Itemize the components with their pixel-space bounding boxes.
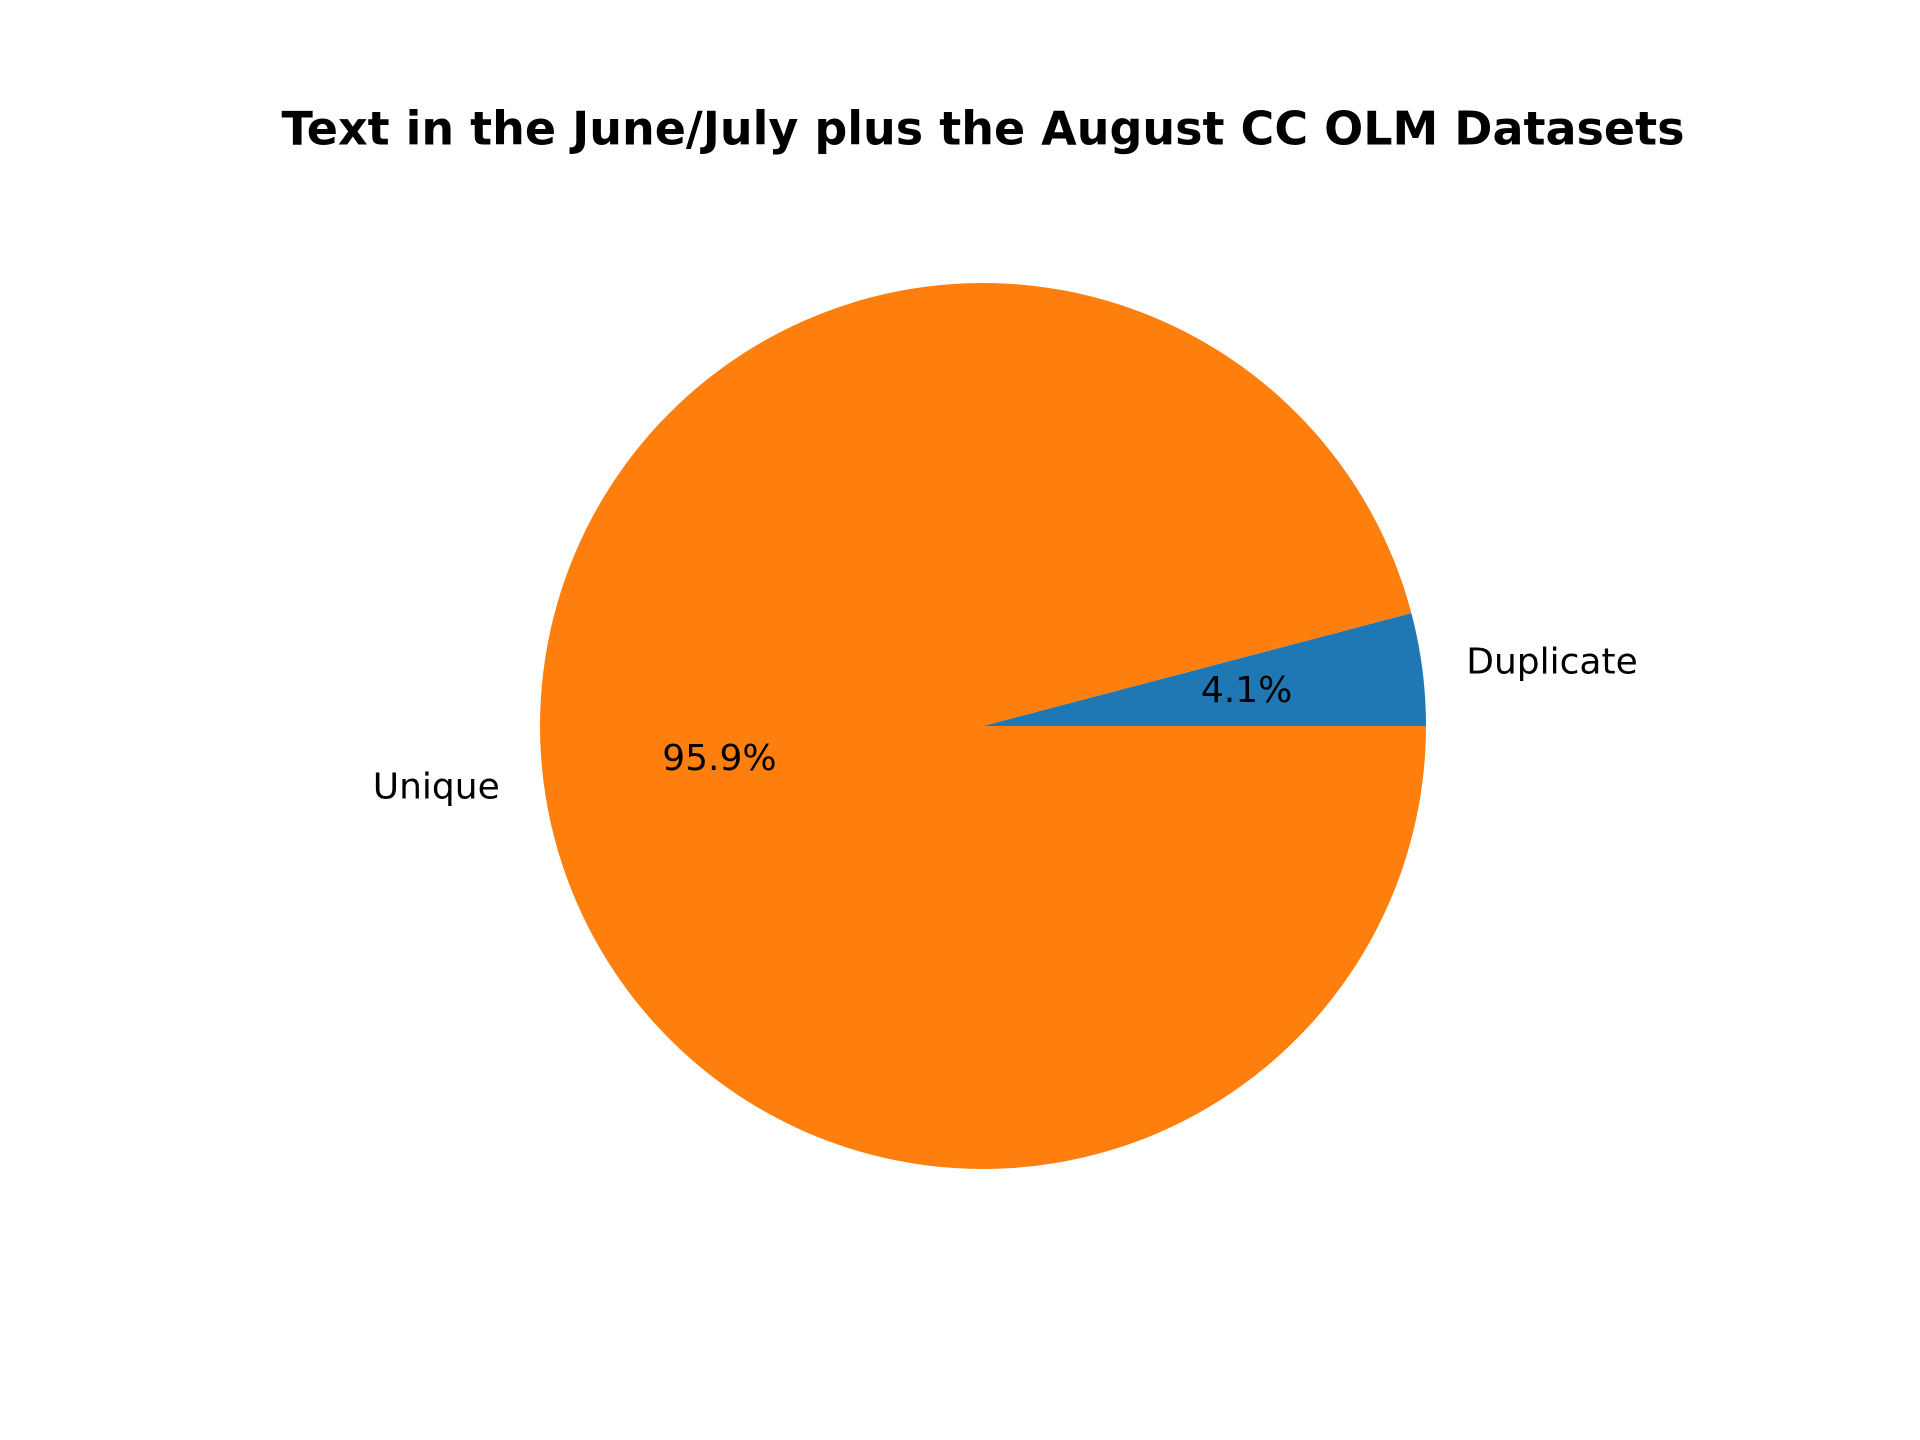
pie-slice: [983, 613, 1426, 726]
slice-label: Unique: [373, 767, 500, 808]
slice-label: Duplicate: [1466, 641, 1638, 682]
value-label: 4.1%: [1201, 670, 1292, 711]
value-label: 95.9%: [662, 738, 776, 779]
pie-slice: [540, 282, 1426, 1169]
chart-title: Text in the June/July plus the August CC…: [282, 102, 1685, 156]
